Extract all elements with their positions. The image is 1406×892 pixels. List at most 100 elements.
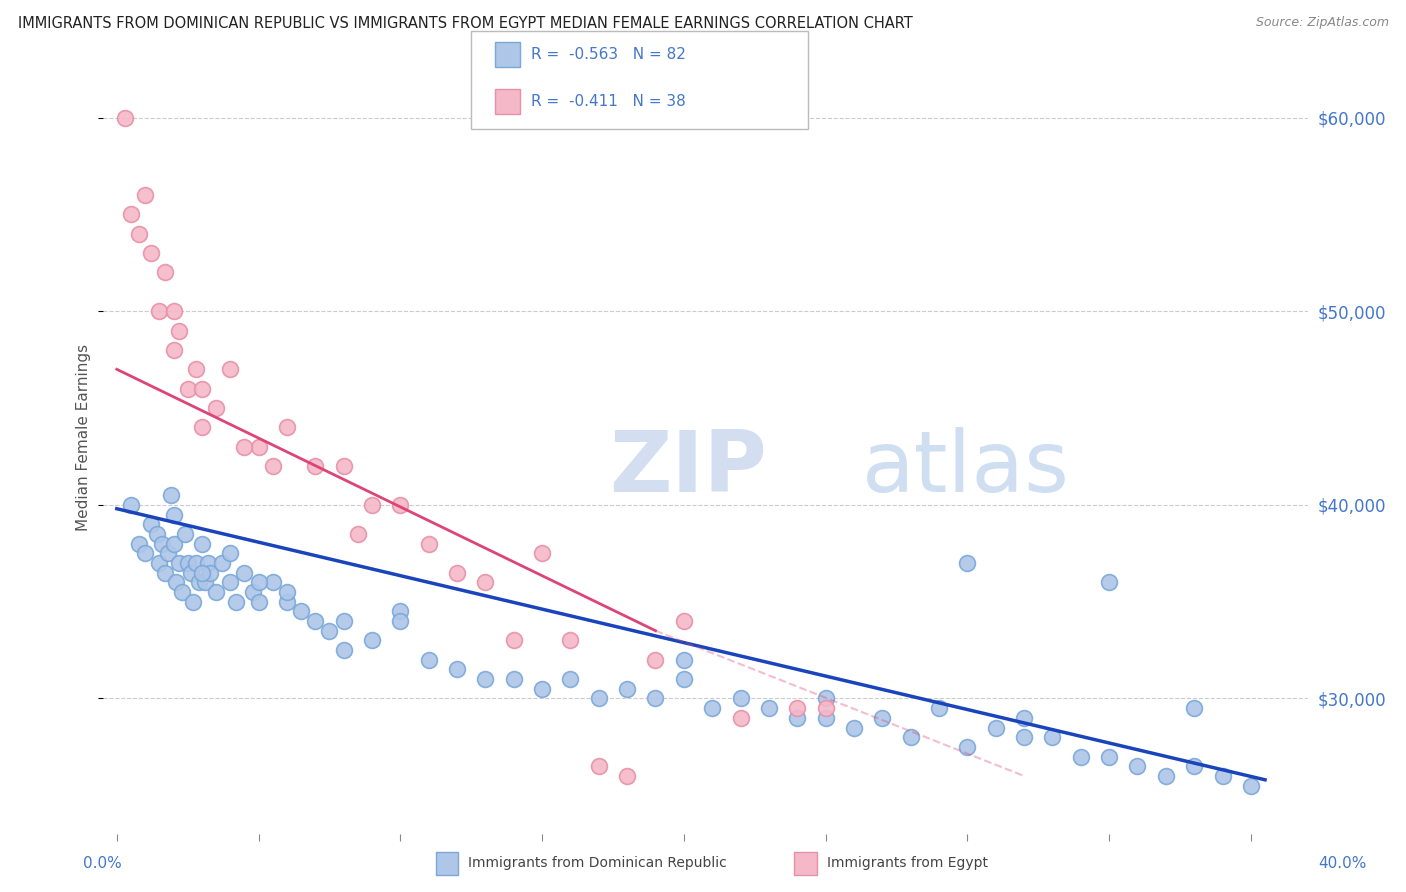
Point	[758, 701, 780, 715]
Y-axis label: Median Female Earnings: Median Female Earnings	[76, 343, 91, 531]
Point	[956, 556, 979, 570]
Point	[1182, 701, 1205, 715]
Point	[474, 672, 496, 686]
Point	[304, 614, 326, 628]
Point	[900, 730, 922, 744]
Point	[219, 546, 242, 560]
Point	[276, 420, 298, 434]
Point	[446, 566, 468, 580]
Point	[148, 304, 170, 318]
Point	[1042, 730, 1064, 744]
Point	[233, 440, 256, 454]
Point	[361, 633, 384, 648]
Point	[191, 566, 214, 580]
Point	[233, 566, 256, 580]
Point	[170, 585, 193, 599]
Point	[153, 566, 176, 580]
Point	[186, 556, 208, 570]
Point	[205, 401, 228, 415]
Point	[1098, 749, 1121, 764]
Point	[162, 508, 184, 522]
Point	[304, 459, 326, 474]
Point	[1212, 769, 1234, 783]
Point	[162, 343, 184, 357]
Point	[531, 681, 554, 696]
Point	[389, 614, 412, 628]
Point	[197, 556, 219, 570]
Point	[502, 633, 524, 648]
Point	[644, 653, 666, 667]
Point	[872, 711, 894, 725]
Point	[139, 517, 162, 532]
Point	[186, 362, 208, 376]
Point	[225, 595, 247, 609]
Point	[191, 382, 214, 396]
Point	[188, 575, 211, 590]
Point	[616, 769, 638, 783]
Point	[672, 672, 695, 686]
Point	[247, 440, 270, 454]
Point	[346, 527, 368, 541]
Point	[814, 701, 837, 715]
Point	[139, 246, 162, 260]
Point	[1240, 779, 1263, 793]
Text: 0.0%: 0.0%	[83, 856, 122, 871]
Text: R =  -0.563   N = 82: R = -0.563 N = 82	[531, 47, 686, 62]
Point	[194, 575, 217, 590]
Text: Source: ZipAtlas.com: Source: ZipAtlas.com	[1256, 16, 1389, 29]
Point	[200, 566, 222, 580]
Point	[730, 711, 752, 725]
Point	[644, 691, 666, 706]
Point	[262, 459, 284, 474]
Point	[150, 536, 173, 550]
Point	[1012, 711, 1035, 725]
Point	[128, 536, 150, 550]
Point	[183, 595, 205, 609]
Point	[156, 546, 179, 560]
Point	[1154, 769, 1177, 783]
Point	[560, 672, 582, 686]
Text: Immigrants from Egypt: Immigrants from Egypt	[827, 856, 988, 871]
Point	[446, 662, 468, 676]
Point	[1012, 730, 1035, 744]
Point	[120, 207, 142, 221]
Point	[1182, 759, 1205, 773]
Point	[114, 111, 136, 125]
Point	[148, 556, 170, 570]
Point	[1126, 759, 1149, 773]
Point	[128, 227, 150, 241]
Point	[588, 759, 610, 773]
Point	[814, 691, 837, 706]
Point	[134, 188, 156, 202]
Point	[276, 595, 298, 609]
Point	[332, 643, 354, 657]
Point	[502, 672, 524, 686]
Point	[389, 604, 412, 618]
Text: IMMIGRANTS FROM DOMINICAN REPUBLIC VS IMMIGRANTS FROM EGYPT MEDIAN FEMALE EARNIN: IMMIGRANTS FROM DOMINICAN REPUBLIC VS IM…	[18, 16, 912, 31]
Point	[672, 653, 695, 667]
Point	[134, 546, 156, 560]
Point	[191, 536, 214, 550]
Point	[956, 739, 979, 754]
Point	[702, 701, 724, 715]
Point	[361, 498, 384, 512]
Text: atlas: atlas	[862, 427, 1070, 510]
Point	[531, 546, 554, 560]
Point	[165, 575, 187, 590]
Point	[418, 536, 440, 550]
Point	[318, 624, 340, 638]
Point	[786, 711, 808, 725]
Point	[247, 575, 270, 590]
Text: Immigrants from Dominican Republic: Immigrants from Dominican Republic	[468, 856, 727, 871]
Point	[786, 701, 808, 715]
Point	[167, 324, 190, 338]
Point	[389, 498, 412, 512]
Point	[120, 498, 142, 512]
Point	[814, 711, 837, 725]
Point	[219, 575, 242, 590]
Point	[262, 575, 284, 590]
Point	[730, 691, 752, 706]
Point	[167, 556, 190, 570]
Point	[290, 604, 312, 618]
Point	[588, 691, 610, 706]
